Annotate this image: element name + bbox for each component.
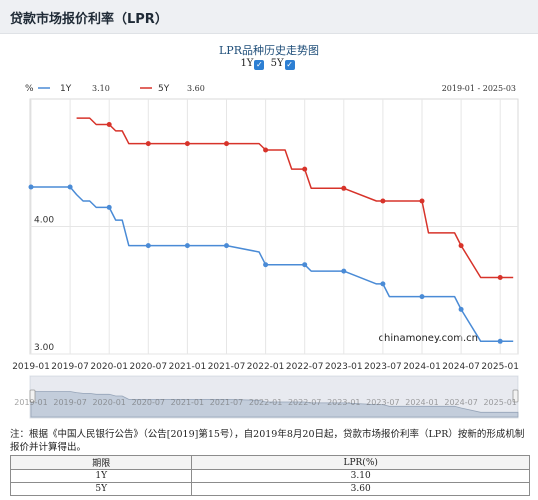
navigator-tick-label: 2023-01 bbox=[327, 398, 360, 407]
data-point-1y[interactable] bbox=[184, 243, 190, 249]
date-range-label: 2019-01 - 2025-03 bbox=[442, 84, 516, 93]
navigator-area bbox=[30, 391, 519, 418]
legend-1y-name[interactable]: 1Y bbox=[60, 84, 72, 94]
lpr-chart-panel: LPR品种历史走势图 1Y ✓ 5Y ✓ % 1Y 3.10 5Y 3.60 201… bbox=[0, 33, 538, 423]
line-chart[interactable]: % 1Y 3.10 5Y 3.60 2019-01 - 2025-03 chin… bbox=[0, 33, 538, 423]
navigator-selection[interactable] bbox=[30, 376, 518, 418]
data-point-5y[interactable] bbox=[184, 141, 190, 147]
navigator-tick-label: 2021-07 bbox=[210, 398, 243, 407]
data-point-5y[interactable] bbox=[458, 243, 464, 249]
data-point-1y[interactable] bbox=[302, 262, 308, 268]
x-tick-label: 2020-07 bbox=[129, 362, 167, 372]
navigator-tick-label: 2020-01 bbox=[92, 398, 125, 407]
data-point-1y[interactable] bbox=[224, 243, 229, 249]
x-tick-label: 2021-07 bbox=[208, 362, 246, 372]
toggle-5y-checkbox[interactable]: ✓ bbox=[284, 60, 295, 70]
y-tick-label: 4.00 bbox=[34, 216, 54, 226]
x-tick-label: 2024-07 bbox=[442, 362, 480, 372]
data-point-5y[interactable] bbox=[341, 185, 347, 191]
data-point-1y[interactable] bbox=[458, 306, 464, 312]
x-tick-label: 2025-01 bbox=[481, 362, 519, 372]
data-point-1y[interactable] bbox=[380, 281, 386, 287]
page-title: 贷款市场报价利率（LPR） bbox=[10, 12, 168, 27]
x-tick-label: 2019-01 bbox=[12, 362, 50, 372]
x-tick-label: 2024-01 bbox=[403, 362, 441, 372]
x-tick-label: 2023-01 bbox=[325, 362, 363, 372]
x-tick-label: 2022-07 bbox=[286, 362, 324, 372]
y-tick-label: 3.00 bbox=[34, 343, 54, 353]
navigator-tick-label: 2021-01 bbox=[171, 398, 204, 407]
data-point-5y[interactable] bbox=[224, 141, 229, 147]
data-point-5y[interactable] bbox=[497, 275, 503, 280]
data-point-1y[interactable] bbox=[341, 268, 347, 274]
legend-5y-name[interactable]: 5Y bbox=[158, 84, 170, 94]
navigator-tick-label: 2024-01 bbox=[405, 398, 438, 407]
data-point-1y[interactable] bbox=[67, 184, 73, 190]
data-point-1y[interactable] bbox=[106, 204, 112, 210]
table-row: 5Y 3.60 bbox=[9, 482, 530, 496]
data-point-5y[interactable] bbox=[106, 122, 112, 127]
navigator-tick-label: 2019-07 bbox=[53, 398, 86, 407]
navigator-handle-right[interactable] bbox=[512, 389, 519, 403]
legend-1y-value: 3.10 bbox=[92, 84, 110, 93]
data-point-5y[interactable] bbox=[419, 198, 425, 204]
table-row: 1Y 3.10 bbox=[9, 469, 530, 483]
navigator-tick-label: 2019-01 bbox=[14, 398, 47, 407]
header-lpr: LPR(%) bbox=[191, 455, 530, 470]
page-header: 贷款市场报价利率（LPR） bbox=[0, 0, 538, 34]
navigator-tick-label: 2023-07 bbox=[366, 398, 399, 407]
cell-term: 1Y bbox=[9, 469, 193, 483]
navigator-tick-label: 2025-01 bbox=[483, 398, 516, 407]
x-tick-label: 2022-01 bbox=[247, 362, 285, 372]
legend-5y-value: 3.60 bbox=[187, 84, 205, 93]
table-header-row: 期限 LPR(%) bbox=[9, 455, 530, 470]
data-point-1y[interactable] bbox=[28, 184, 34, 190]
cell-rate: 3.60 bbox=[191, 482, 530, 496]
data-point-5y[interactable] bbox=[263, 147, 269, 153]
y-unit-label: % bbox=[25, 84, 34, 94]
data-point-1y[interactable] bbox=[419, 294, 425, 300]
toggle-1y-checkbox[interactable]: ✓ bbox=[254, 60, 265, 70]
data-point-5y[interactable] bbox=[145, 141, 151, 147]
header-term: 期限 bbox=[9, 455, 193, 470]
toggle-1y-label: 1Y bbox=[240, 58, 254, 69]
cell-rate: 3.10 bbox=[191, 469, 530, 483]
navigator-handle-left[interactable] bbox=[29, 389, 36, 403]
methodology-note: 注：根据《中国人民银行公告》（公告[2019]第15号），自2019年8月20日… bbox=[10, 429, 525, 453]
data-point-1y[interactable] bbox=[145, 243, 151, 249]
series-line-5y[interactable] bbox=[76, 117, 514, 279]
data-point-5y[interactable] bbox=[380, 198, 386, 204]
x-tick-label: 2021-01 bbox=[169, 362, 207, 372]
data-point-5y[interactable] bbox=[302, 166, 308, 172]
navigator-tick-label: 2020-07 bbox=[132, 398, 165, 407]
x-tick-label: 2020-01 bbox=[90, 362, 128, 372]
chart-title: LPR品种历史走势图 bbox=[219, 44, 319, 57]
x-tick-label: 2023-07 bbox=[364, 362, 402, 372]
navigator-tick-label: 2024-07 bbox=[444, 398, 477, 407]
navigator-tick-label: 2022-01 bbox=[249, 398, 282, 407]
lpr-table: 期限 LPR(%) 1Y 3.10 5Y 3.60 bbox=[9, 455, 530, 496]
cell-term: 5Y bbox=[9, 482, 193, 496]
series-line-1y[interactable] bbox=[31, 186, 514, 343]
x-tick-label: 2019-07 bbox=[51, 362, 89, 372]
navigator-tick-label: 2022-07 bbox=[288, 398, 321, 407]
series-toggles: 1Y ✓ 5Y ✓ bbox=[0, 58, 538, 70]
data-point-1y[interactable] bbox=[263, 262, 269, 268]
data-point-1y[interactable] bbox=[497, 338, 503, 344]
toggle-5y-label: 5Y bbox=[270, 58, 284, 69]
watermark: chinamoney.com.cn bbox=[379, 333, 478, 344]
